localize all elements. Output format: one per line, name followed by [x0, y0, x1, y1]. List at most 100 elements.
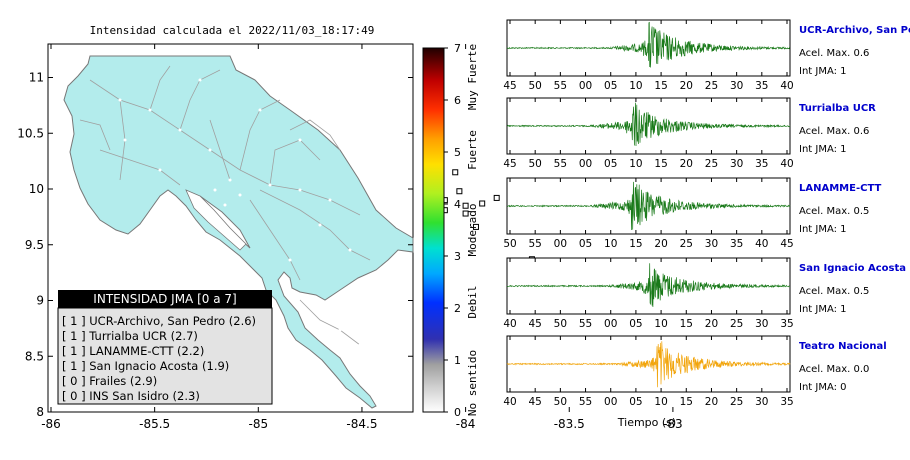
colorbar-tick-label: 7 — [454, 42, 461, 55]
legend-header — [58, 290, 272, 308]
colorbar-tick-label: 4 — [454, 198, 461, 211]
waveform-tick-label: 25 — [705, 158, 718, 170]
waveform-tick-label: 20 — [654, 238, 667, 250]
station-accel: Acel. Max. 0.5 — [799, 206, 869, 217]
waveform-tick-label: 40 — [503, 318, 516, 330]
waveform-tick-label: 05 — [604, 80, 617, 92]
waveform-panel: 45 50 55 00 05 10 15 20 25 30 35 40 UCR-Archivo, San… — [503, 19, 910, 92]
waveform-tick-label: 05 — [579, 238, 592, 250]
map-x-tick-label: -85 — [248, 417, 268, 431]
waveform-tick-label: 10 — [604, 238, 617, 250]
legend-item: [ 1 ] UCR-Archivo, San Pedro (2.6) — [62, 314, 256, 328]
waveform-tick-label: 50 — [554, 318, 567, 330]
waveform-panel: 40 45 50 55 00 05 10 15 20 25 30 35 San Ignacio Acos… — [503, 257, 906, 330]
waveform-tick-label: 15 — [680, 318, 693, 330]
map-x-tick-label: -83 — [663, 417, 683, 431]
waveform-tick-label: 35 — [780, 396, 793, 408]
station-marker — [493, 194, 500, 201]
colorbar-category-label: No sentido — [466, 350, 479, 416]
station-marker — [462, 202, 469, 209]
legend-item: [ 1 ] San Ignacio Acosta (1.9) — [62, 359, 229, 373]
station-marker — [472, 223, 479, 230]
station-name: Turrialba UCR — [799, 103, 876, 114]
waveform-tick-label: 45 — [528, 396, 541, 408]
station-marker — [452, 169, 459, 176]
colorbar-category-label: Debil — [466, 285, 479, 318]
waveform-tick-label: 50 — [528, 158, 541, 170]
colorbar-category-label: Moderado — [466, 204, 479, 257]
station-name: LANAMME-CTT — [799, 183, 881, 194]
map-y-axis: 11 10.5 10 9.5 9 8.5 8 — [17, 71, 413, 419]
map-y-tick-label: 9 — [36, 294, 44, 308]
waveform-trace — [507, 102, 791, 147]
station-name: San Ignacio Acosta — [799, 263, 906, 274]
waveform-tick-label: 50 — [528, 80, 541, 92]
waveform-tick-label: 35 — [755, 158, 768, 170]
station-intensity: Int JMA: 1 — [799, 224, 847, 235]
waveform-tick-label: 10 — [629, 80, 642, 92]
waveform-tick-label: 45 — [780, 238, 793, 250]
colorbar-category-label: Muy Fuerte — [466, 44, 479, 110]
map-x-tick-label: -86 — [41, 417, 61, 431]
waveform-tick-label: 30 — [755, 318, 768, 330]
waveform-tick-label: 35 — [755, 80, 768, 92]
waveform-tick-label: 40 — [755, 238, 768, 250]
map-x-tick-label: -84 — [456, 417, 476, 431]
station-accel: Acel. Max. 0.6 — [799, 48, 869, 59]
map-y-tick-label: 10.5 — [17, 126, 44, 140]
waveform-tick-label: 20 — [705, 318, 718, 330]
legend-item: [ 0 ] Frailes (2.9) — [62, 374, 157, 388]
waveform-tick-label: 55 — [579, 318, 592, 330]
station-intensity: Int JMA: 1 — [799, 144, 847, 155]
map-x-axis: -86 -85.5 -85 -84.5 -84 -83.5 -83 — [41, 44, 683, 431]
road-network — [79, 65, 371, 346]
waveform-tick-label: 55 — [554, 80, 567, 92]
waveform-tick-label: 55 — [554, 158, 567, 170]
waveform-trace — [506, 263, 791, 308]
waveform-tick-label: 10 — [654, 396, 667, 408]
waveform-tick-label: 10 — [654, 318, 667, 330]
map-x-tick-label: -83.5 — [554, 417, 585, 431]
station-name: Teatro Nacional — [799, 341, 887, 352]
legend-title: INTENSIDAD JMA [0 a 7] — [93, 292, 236, 306]
waveform-tick-label: 20 — [705, 396, 718, 408]
waveform-tick-label: 50 — [554, 396, 567, 408]
waveform-tick-label: 30 — [730, 80, 743, 92]
waveform-tick-label: 05 — [629, 396, 642, 408]
intensity-colorbar: 7 6 5 4 3 2 1 0 Muy Fuerte Fuerte Moderado Debil No… — [422, 42, 479, 419]
legend-body — [57, 307, 273, 405]
waveform-tick-label: 00 — [604, 396, 617, 408]
waveform-tick-label: 35 — [780, 318, 793, 330]
waveform-tick-label: 15 — [680, 396, 693, 408]
station-marker — [462, 210, 469, 217]
waveform-tick-label: 25 — [705, 80, 718, 92]
waveform-tick-label: 30 — [705, 238, 718, 250]
waveform-panel: 40 45 50 55 00 05 10 15 20 25 30 35 Teatro Nacional A… — [503, 335, 887, 408]
waveform-tick-label: 25 — [730, 318, 743, 330]
waveform-tick-label: 00 — [554, 238, 567, 250]
station-marker — [456, 188, 463, 195]
waveform-tick-label: 20 — [680, 158, 693, 170]
map-y-tick-label: 8 — [36, 405, 44, 419]
waveform-tick-label: 15 — [654, 80, 667, 92]
map-y-tick-label: 8.5 — [25, 349, 44, 363]
intensity-legend: INTENSIDAD JMA [0 a 7] [ 1 ] UCR-Archivo… — [57, 290, 273, 405]
waveform-tick-label: 15 — [654, 158, 667, 170]
legend-item: [ 0 ] INS San Isidro (2.3) — [62, 389, 200, 403]
colorbar-tick-label: 0 — [454, 406, 461, 419]
waveform-tick-label: 40 — [780, 80, 793, 92]
station-intensity: Int JMA: 1 — [799, 304, 847, 315]
station-accel: Acel. Max. 0.5 — [799, 286, 869, 297]
waveform-tick-label: 25 — [680, 238, 693, 250]
legend-item: [ 1 ] LANAMME-CTT (2.2) — [62, 344, 204, 358]
station-accel: Acel. Max. 0.6 — [799, 126, 869, 137]
waveform-tick-label: 40 — [503, 396, 516, 408]
waveform-trace — [507, 181, 791, 231]
waveform-panel: 45 50 55 00 05 10 15 20 25 30 35 40 Turrialba UCR Ace… — [503, 97, 876, 170]
colorbar-tick-label: 5 — [454, 146, 461, 159]
waveform-tick-label: 00 — [579, 158, 592, 170]
waveform-tick-label: 50 — [503, 238, 516, 250]
waveform-tick-label: 20 — [680, 80, 693, 92]
